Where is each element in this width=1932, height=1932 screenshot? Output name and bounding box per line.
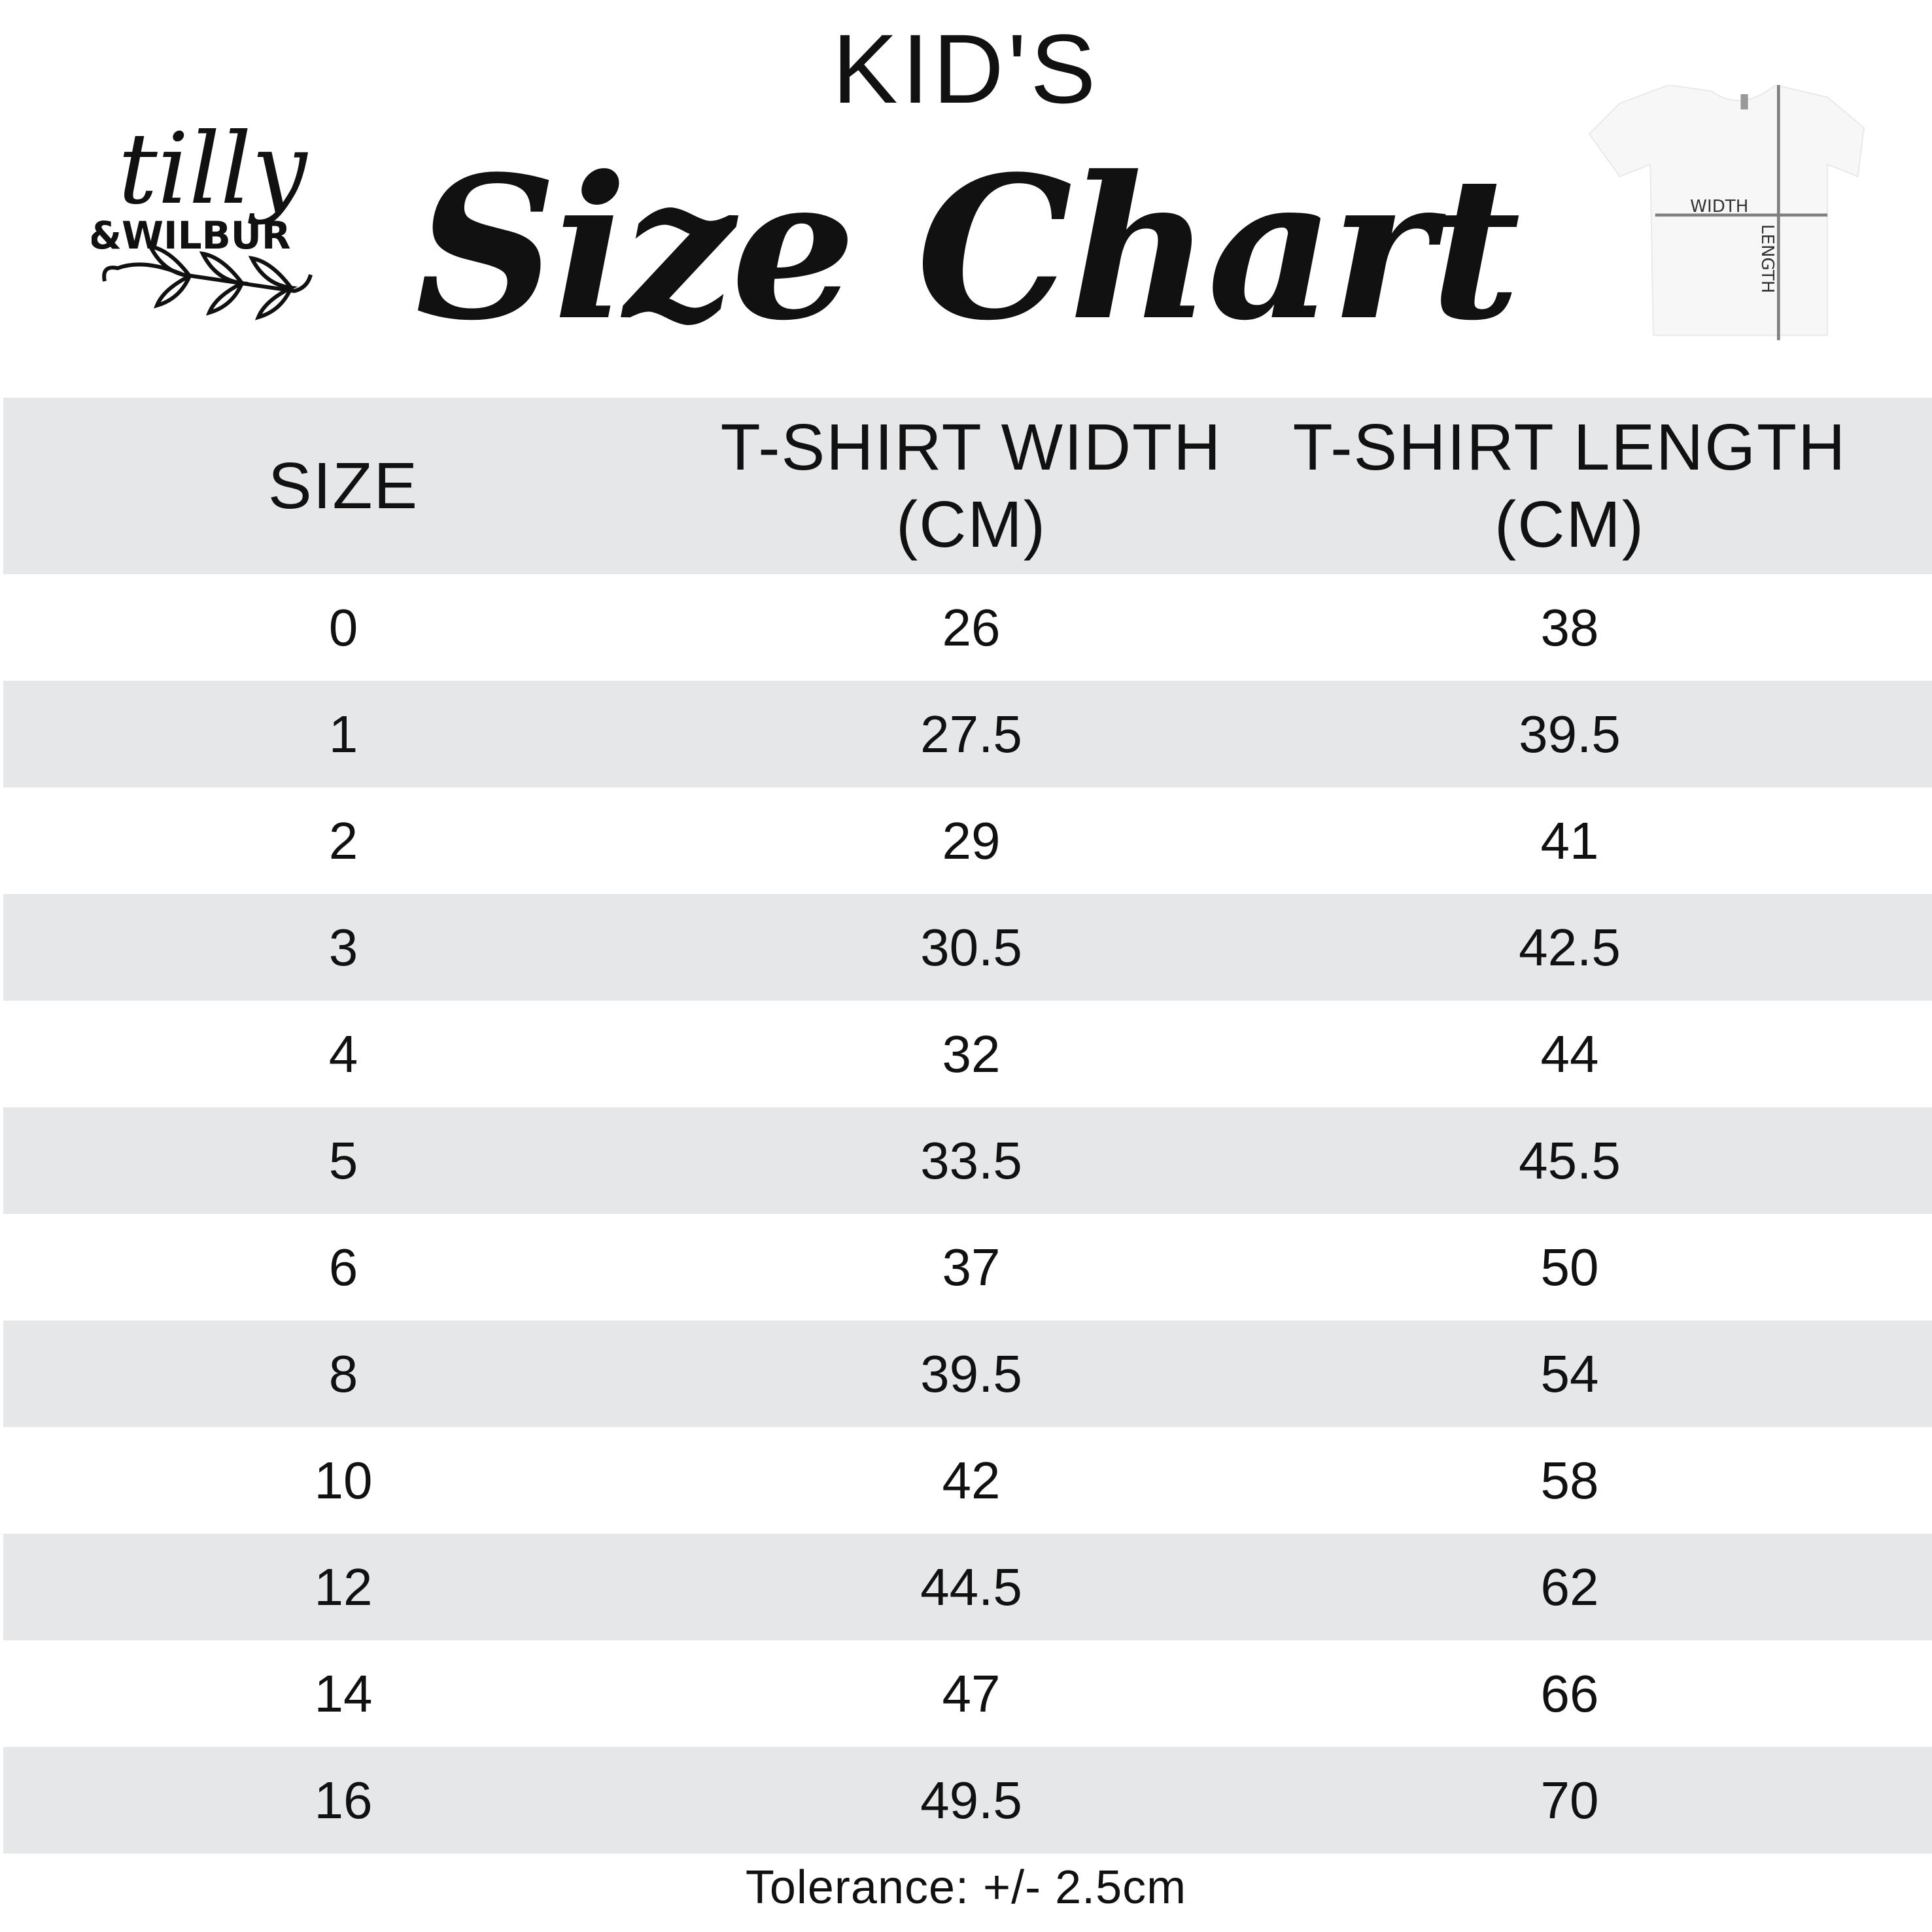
table-row: 2 29 41	[3, 787, 1932, 894]
cell-size: 8	[328, 1344, 358, 1403]
page-title: Size Chart	[415, 133, 1521, 364]
svg-text:tilly: tilly	[118, 112, 309, 226]
cell-size: 6	[328, 1237, 358, 1296]
size-table: SIZE T-SHIRT WIDTH (CM) T-SHIRT LENGTH (…	[3, 398, 1932, 1854]
table-row: 6 37 50	[3, 1214, 1932, 1320]
width-label: WIDTH	[1690, 197, 1748, 216]
table-row: 4 32 44	[3, 1001, 1932, 1107]
cell-length: 62	[1540, 1557, 1599, 1616]
cell-length: 44	[1540, 1024, 1599, 1083]
cell-width: 44.5	[920, 1557, 1022, 1616]
page-subtitle: KID'S	[832, 14, 1100, 124]
cell-length: 54	[1540, 1344, 1599, 1403]
cell-size: 0	[328, 598, 358, 657]
tshirt-measurement-diagram: WIDTH LENGTH	[1583, 84, 1871, 360]
column-header-width: T-SHIRT WIDTH (CM)	[720, 411, 1222, 561]
table-row: 1 27.5 39.5	[3, 681, 1932, 787]
cell-width: 27.5	[920, 704, 1022, 763]
column-header-length: T-SHIRT LENGTH (CM)	[1292, 411, 1847, 561]
table-row: 14 47 66	[3, 1640, 1932, 1747]
cell-length: 38	[1540, 598, 1599, 657]
cell-width: 29	[942, 811, 1001, 870]
cell-width: 47	[942, 1664, 1001, 1723]
table-row: 0 26 38	[3, 574, 1932, 681]
cell-width: 37	[942, 1237, 1001, 1296]
cell-size: 3	[328, 918, 358, 976]
cell-size: 2	[328, 811, 358, 870]
table-header: SIZE T-SHIRT WIDTH (CM) T-SHIRT LENGTH (…	[3, 398, 1932, 574]
table-row: 10 42 58	[3, 1427, 1932, 1534]
table-row: 3 30.5 42.5	[3, 894, 1932, 1001]
length-label: LENGTH	[1757, 224, 1777, 294]
table-row: 8 39.5 54	[3, 1320, 1932, 1427]
svg-text:&WILBUR: &WILBUR	[92, 213, 291, 258]
cell-size: 16	[314, 1770, 373, 1829]
cell-length: 70	[1540, 1770, 1599, 1829]
cell-length: 66	[1540, 1664, 1599, 1723]
cell-length: 41	[1540, 811, 1599, 870]
cell-size: 14	[314, 1664, 373, 1723]
cell-width: 33.5	[920, 1131, 1022, 1190]
table-row: 5 33.5 45.5	[3, 1107, 1932, 1214]
table-row: 12 44.5 62	[3, 1534, 1932, 1640]
cell-width: 49.5	[920, 1770, 1022, 1829]
cell-width: 26	[942, 598, 1001, 657]
cell-length: 42.5	[1519, 918, 1621, 976]
cell-size: 10	[314, 1451, 373, 1509]
cell-size: 1	[328, 704, 358, 763]
table-row: 16 49.5 70	[3, 1747, 1932, 1854]
cell-size: 4	[328, 1024, 358, 1083]
cell-width: 39.5	[920, 1344, 1022, 1403]
cell-size: 12	[314, 1557, 373, 1616]
cell-length: 50	[1540, 1237, 1599, 1296]
cell-length: 58	[1540, 1451, 1599, 1509]
column-header-size: SIZE	[267, 449, 419, 523]
brand-logo: tilly &WILBUR	[88, 92, 327, 327]
cell-size: 5	[328, 1131, 358, 1190]
cell-width: 32	[942, 1024, 1001, 1083]
tolerance-note: Tolerance: +/- 2.5cm	[745, 1861, 1187, 1914]
cell-length: 45.5	[1519, 1131, 1621, 1190]
cell-length: 39.5	[1519, 704, 1621, 763]
cell-width: 30.5	[920, 918, 1022, 976]
cell-width: 42	[942, 1451, 1001, 1509]
